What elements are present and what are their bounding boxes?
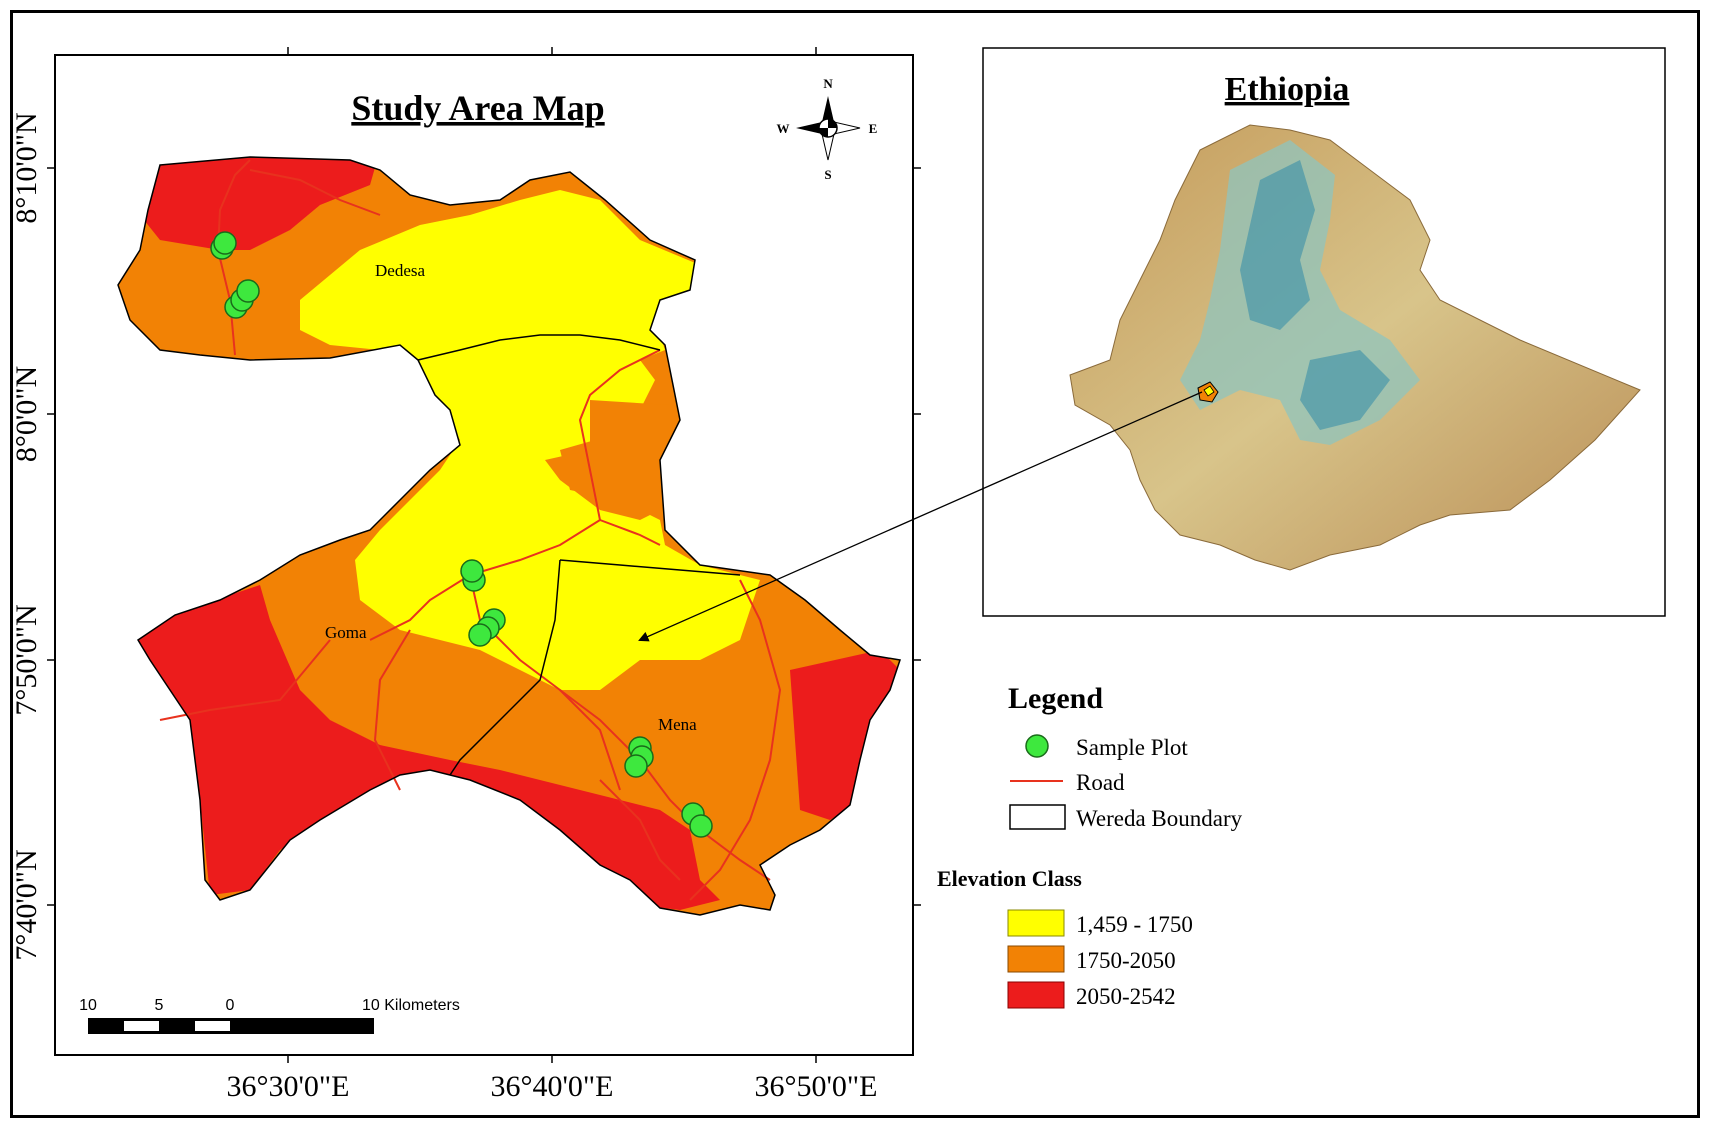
place-label-goma: Goma xyxy=(325,623,367,642)
elevation-swatch-low xyxy=(1007,909,1065,937)
wereda-boundary xyxy=(117,156,901,916)
elevation-class-label: 1,459 - 1750 xyxy=(1076,912,1193,937)
y-tick-label: 7°50'0"N xyxy=(10,604,43,715)
main-map: Dedesa Goma Mena Study Area Map N S E W xyxy=(10,47,921,1103)
sample-plot xyxy=(468,623,492,647)
north-arrow-icon: N S E W xyxy=(777,76,878,182)
outer-frame xyxy=(10,10,1700,1118)
road xyxy=(689,579,782,901)
north-label: N xyxy=(823,76,833,91)
sample-plot xyxy=(460,559,484,583)
elevation-class-label: 2050-2542 xyxy=(1076,984,1176,1009)
y-tick-label: 8°0'0"N xyxy=(10,366,43,462)
sample-plots xyxy=(210,231,713,838)
legend-item-label: Wereda Boundary xyxy=(1076,806,1243,831)
east-label: E xyxy=(869,121,878,136)
road xyxy=(373,629,411,791)
x-tick-label: 36°40'0"E xyxy=(491,1070,614,1103)
road xyxy=(159,639,331,721)
scale-label: 5 xyxy=(155,997,164,1014)
sample-plot xyxy=(213,231,237,255)
legend: Legend Sample Plot Road Wereda Boundary … xyxy=(937,682,1243,1009)
wereda-boundary-internal xyxy=(559,559,741,576)
road xyxy=(249,169,381,216)
elevation-class-title: Elevation Class xyxy=(937,866,1082,891)
elevation-swatch-high xyxy=(1007,981,1065,1009)
elevation-class-high xyxy=(140,157,380,250)
road xyxy=(369,349,661,641)
legend-title: Legend xyxy=(1008,682,1103,715)
inset-map: Ethiopia xyxy=(982,47,1666,617)
place-label-mena: Mena xyxy=(658,715,697,734)
legend-item-label: Sample Plot xyxy=(1076,735,1188,760)
sample-plot xyxy=(236,279,260,303)
y-tick-label: 8°10'0"N xyxy=(10,112,43,223)
road xyxy=(469,574,771,881)
scale-bar: 10 5 0 10 Kilometers xyxy=(79,997,460,1034)
scale-label: 0 xyxy=(226,997,235,1014)
scale-label: 10 Kilometers xyxy=(362,997,460,1014)
south-label: S xyxy=(824,167,831,182)
west-label: W xyxy=(777,121,790,136)
x-tick-label: 36°30'0"E xyxy=(227,1070,350,1103)
wereda-boundary-internal xyxy=(449,559,561,776)
scale-label: 10 xyxy=(79,997,97,1014)
wereda-boundaries xyxy=(117,156,901,916)
x-tick-label: 36°50'0"E xyxy=(755,1070,878,1103)
sample-plot xyxy=(624,754,648,778)
study-area-locator-icon xyxy=(1197,381,1219,403)
road xyxy=(599,519,661,546)
sample-plot xyxy=(689,814,713,838)
inset-map-title: Ethiopia xyxy=(1225,71,1350,108)
legend-sample-plot-symbol xyxy=(1025,734,1049,758)
place-label-dedesa: Dedesa xyxy=(375,261,425,280)
legend-item-label: Road xyxy=(1076,770,1125,795)
main-map-title: Study Area Map xyxy=(351,88,604,128)
road-network xyxy=(159,159,782,901)
elevation-swatch-mid xyxy=(1007,945,1065,973)
road xyxy=(599,779,681,881)
locator-arrow xyxy=(638,391,1203,642)
elevation-class-low xyxy=(300,190,760,690)
y-tick-label: 7°40'0"N xyxy=(10,849,43,960)
road xyxy=(559,689,621,791)
map-ticks xyxy=(47,47,921,1063)
elevation-class-label: 1750-2050 xyxy=(1076,948,1176,973)
legend-boundary-symbol xyxy=(1009,804,1066,830)
wereda-boundary-internal xyxy=(417,334,661,361)
